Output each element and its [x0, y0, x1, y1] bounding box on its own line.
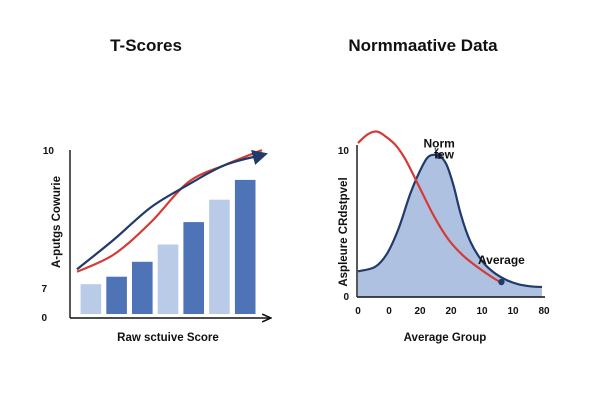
bar [106, 276, 127, 314]
bar [80, 284, 102, 314]
chart1-y-axis-label: A-putgs Cowurie [51, 176, 63, 268]
chart2-y-tick: 0 [343, 292, 349, 303]
chart1-bars [80, 179, 256, 314]
chart2-annotation: Average [478, 253, 525, 267]
bar [183, 222, 204, 314]
data-point [498, 278, 505, 286]
t-scores-chart: T-Scores 10 7 0 A-putgs Cowurie Raw sctu… [41, 36, 270, 344]
chart2-x-ticks: 0 0 20 20 10 10 80 [355, 306, 550, 317]
chart1-title: T-Scores [110, 36, 182, 55]
chart2-y-axis-label: Aspleure CRdstpvel [338, 177, 350, 286]
chart2-x-tick: 20 [414, 306, 426, 317]
chart1-y-tick: 0 [41, 313, 47, 324]
data-point [436, 152, 443, 159]
chart1-x-axis-label: Raw sctuive Score [117, 332, 219, 344]
area-fill [358, 154, 542, 297]
chart2-lines [357, 130, 543, 289]
chart2-area [358, 154, 542, 297]
chart2-x-tick: 10 [476, 306, 488, 317]
series-line [357, 153, 543, 289]
series-line [76, 150, 268, 271]
bar [157, 244, 179, 314]
bar [209, 199, 230, 314]
chart2-annotation: f̈ew [434, 147, 455, 162]
bar [132, 261, 153, 314]
chart1-lines [76, 149, 268, 273]
chart2-title: Normmaative Data [348, 36, 498, 55]
chart1-y-tick: 7 [41, 284, 47, 295]
series-line [357, 130, 502, 284]
chart2-y-tick: 10 [338, 146, 350, 157]
normative-chart: Normmaative Data 10 0 0 0 20 20 10 10 80 Asple… [338, 36, 550, 344]
chart2-x-tick: 10 [507, 306, 519, 317]
chart2-x-tick: 80 [538, 306, 550, 317]
chart1-y-tick: 10 [43, 146, 55, 157]
chart2-x-axis-label: Average Group [404, 332, 487, 344]
chart2-x-tick: 0 [355, 306, 361, 317]
chart2-x-tick: 0 [386, 306, 392, 317]
chart2-points [436, 152, 505, 286]
bar [234, 179, 256, 314]
chart2-x-tick: 20 [445, 306, 457, 317]
chart2-annotation: Norm [424, 136, 455, 150]
